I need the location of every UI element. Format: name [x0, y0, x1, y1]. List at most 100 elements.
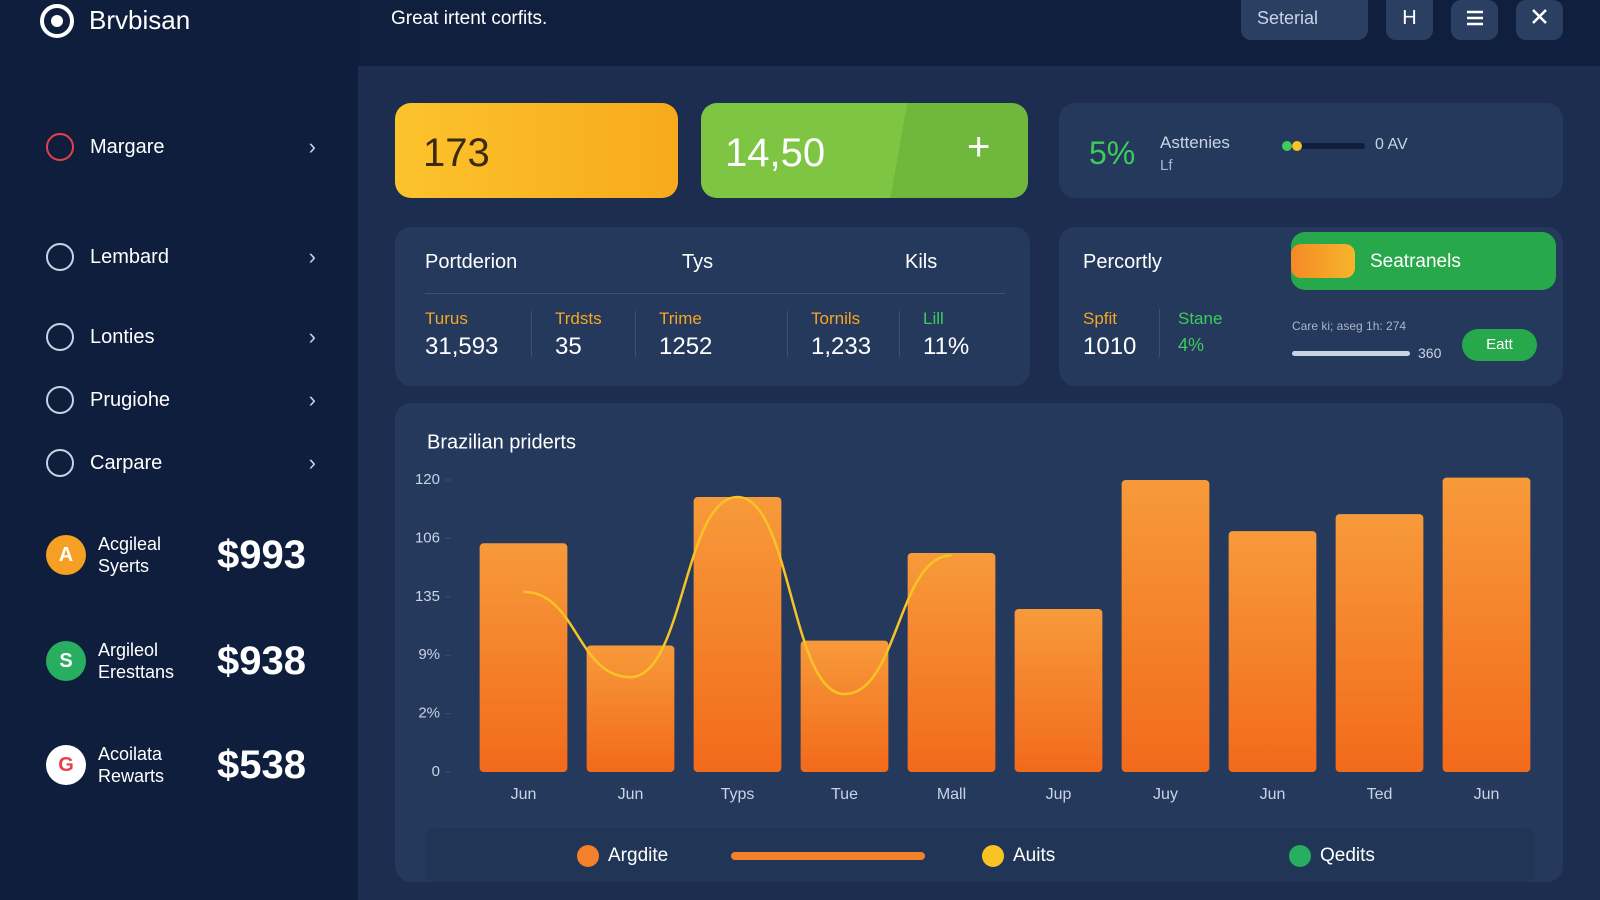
- menu-button[interactable]: [1451, 0, 1498, 40]
- bar: [586, 645, 675, 772]
- note-value: 360: [1418, 345, 1442, 361]
- bar: [1014, 608, 1103, 772]
- chevron: ›: [308, 324, 316, 349]
- nav-item[interactable]: Lonties ›: [46, 317, 316, 357]
- divider: [787, 311, 788, 357]
- nav-item[interactable]: Carpare ›: [46, 443, 316, 483]
- nav-icon: [46, 386, 74, 414]
- legend-bg: [425, 828, 1535, 882]
- divider: [531, 311, 532, 357]
- nav-label: Lembard: [90, 245, 169, 268]
- stat-value: 4%: [1178, 335, 1205, 355]
- action-button[interactable]: Eatt: [1462, 329, 1537, 361]
- stat-label: Spfit: [1083, 309, 1118, 328]
- stat-label: Stane: [1178, 309, 1223, 328]
- brand: Brvbisan: [89, 5, 191, 35]
- y-tick-label: 2%: [418, 705, 440, 722]
- summary-panel: Portderion Tys Kils Turus 31,593 Trdsts 35 T…: [395, 227, 1030, 386]
- stat-value: 11%: [923, 333, 970, 360]
- stat-label: Lill: [923, 309, 944, 328]
- chevron: ›: [308, 134, 316, 159]
- segments-panel: Percortly Seatranels Spfit 1010 Stane 4%…: [1059, 227, 1563, 386]
- x-tick-label: Jun: [1474, 786, 1500, 803]
- bar: [479, 543, 568, 772]
- x-tick-label: Ted: [1367, 786, 1393, 803]
- account: S Argileol Eresttans $938: [46, 631, 306, 691]
- stat-value: 35: [555, 333, 582, 360]
- button-label: Seatranels: [1370, 251, 1461, 272]
- stat-value: 1,233: [811, 333, 872, 360]
- account-amount: $993: [217, 533, 306, 577]
- kpi-value: 5%: [1089, 135, 1136, 171]
- stat-value: 1010: [1083, 333, 1137, 360]
- x-tick-label: Tue: [831, 786, 858, 803]
- stat-label: Trdsts: [555, 309, 602, 328]
- y-tick-label: 135: [415, 588, 440, 605]
- legend-label: Auits: [1013, 845, 1055, 866]
- kpi-card: 14,50 +: [701, 103, 1028, 198]
- nav-label: Carpare: [90, 451, 163, 474]
- summary-header: Portderion: [425, 251, 518, 273]
- close-button[interactable]: [1516, 0, 1563, 40]
- stat-value: 31,593: [425, 333, 499, 360]
- summary-header: Kils: [905, 251, 938, 273]
- nav-label: Lonties: [90, 325, 155, 348]
- bar: [1442, 477, 1531, 772]
- slider-label: 0 AV: [1375, 136, 1408, 153]
- y-tick-label: 0: [432, 763, 440, 780]
- account-icon: S: [46, 641, 86, 681]
- bar: [1228, 531, 1317, 772]
- chevron: ›: [308, 387, 316, 412]
- nav-item[interactable]: Margare ›: [46, 127, 316, 167]
- chart-panel: Brazilian priderts 0 2% 9% 135 106 120 Jun Jun T…: [395, 403, 1563, 882]
- divider: [899, 311, 900, 357]
- nav-icon: [46, 133, 74, 161]
- x-tick-label: Jun: [618, 786, 644, 803]
- note: Care ki; aseg 1h: 274: [1292, 319, 1407, 333]
- segments-title: Percortly: [1083, 251, 1162, 273]
- kpi-sublabel: Lf: [1160, 157, 1173, 174]
- slider[interactable]: [1282, 141, 1365, 151]
- chevron: ›: [308, 450, 316, 475]
- h-button[interactable]: H: [1386, 0, 1433, 40]
- account: A Acgileal Syerts $993: [46, 525, 306, 585]
- nav-item[interactable]: Lembard ›: [46, 237, 316, 277]
- x-tick-label: Jun: [511, 786, 537, 803]
- nav-label: Prugiohe: [90, 388, 171, 411]
- kpi-card: 5% Asttenies Lf 0 AV: [1059, 103, 1563, 198]
- nav-label: Margare: [90, 135, 165, 158]
- nav-icon: [46, 449, 74, 477]
- account-amount: $538: [217, 743, 306, 787]
- chart-title: Brazilian priderts: [427, 431, 576, 453]
- logo: [40, 4, 74, 38]
- bar: [1335, 514, 1424, 772]
- y-tick-label: 9%: [418, 646, 440, 663]
- divider: [635, 311, 636, 357]
- x-tick-label: Jun: [1260, 786, 1286, 803]
- bar: [693, 497, 782, 772]
- bar: [800, 640, 889, 772]
- x-tick-label: Juy: [1153, 786, 1178, 803]
- plus-icon[interactable]: +: [967, 125, 991, 169]
- kpi-value: 173: [423, 131, 490, 175]
- segments-button[interactable]: Seatranels: [1291, 232, 1556, 290]
- chart: Brazilian priderts 0 2% 9% 135 106 120 Jun Jun T…: [415, 431, 1535, 882]
- account-name: Acgileal Syerts: [98, 534, 162, 576]
- nav-item[interactable]: Prugiohe ›: [46, 380, 316, 420]
- legend-swatch: [982, 845, 1004, 867]
- kpi-value: 14,50: [725, 131, 826, 175]
- legend-swatch: [1289, 845, 1311, 867]
- account-icon: A: [46, 535, 86, 575]
- stat-label: Tornils: [811, 309, 861, 328]
- y-tick-label: 120: [415, 471, 440, 488]
- search[interactable]: Seterial: [1241, 0, 1368, 40]
- account-name: Argileol Eresttans: [98, 640, 175, 682]
- account-amount: $938: [217, 639, 306, 683]
- summary-header: Tys: [682, 251, 714, 273]
- stat-label: Turus: [425, 309, 468, 328]
- chevron: ›: [308, 244, 316, 269]
- nav-icon: [46, 243, 74, 271]
- legend-label: Argdite: [608, 845, 668, 866]
- kpi-label: Asttenies: [1160, 133, 1230, 152]
